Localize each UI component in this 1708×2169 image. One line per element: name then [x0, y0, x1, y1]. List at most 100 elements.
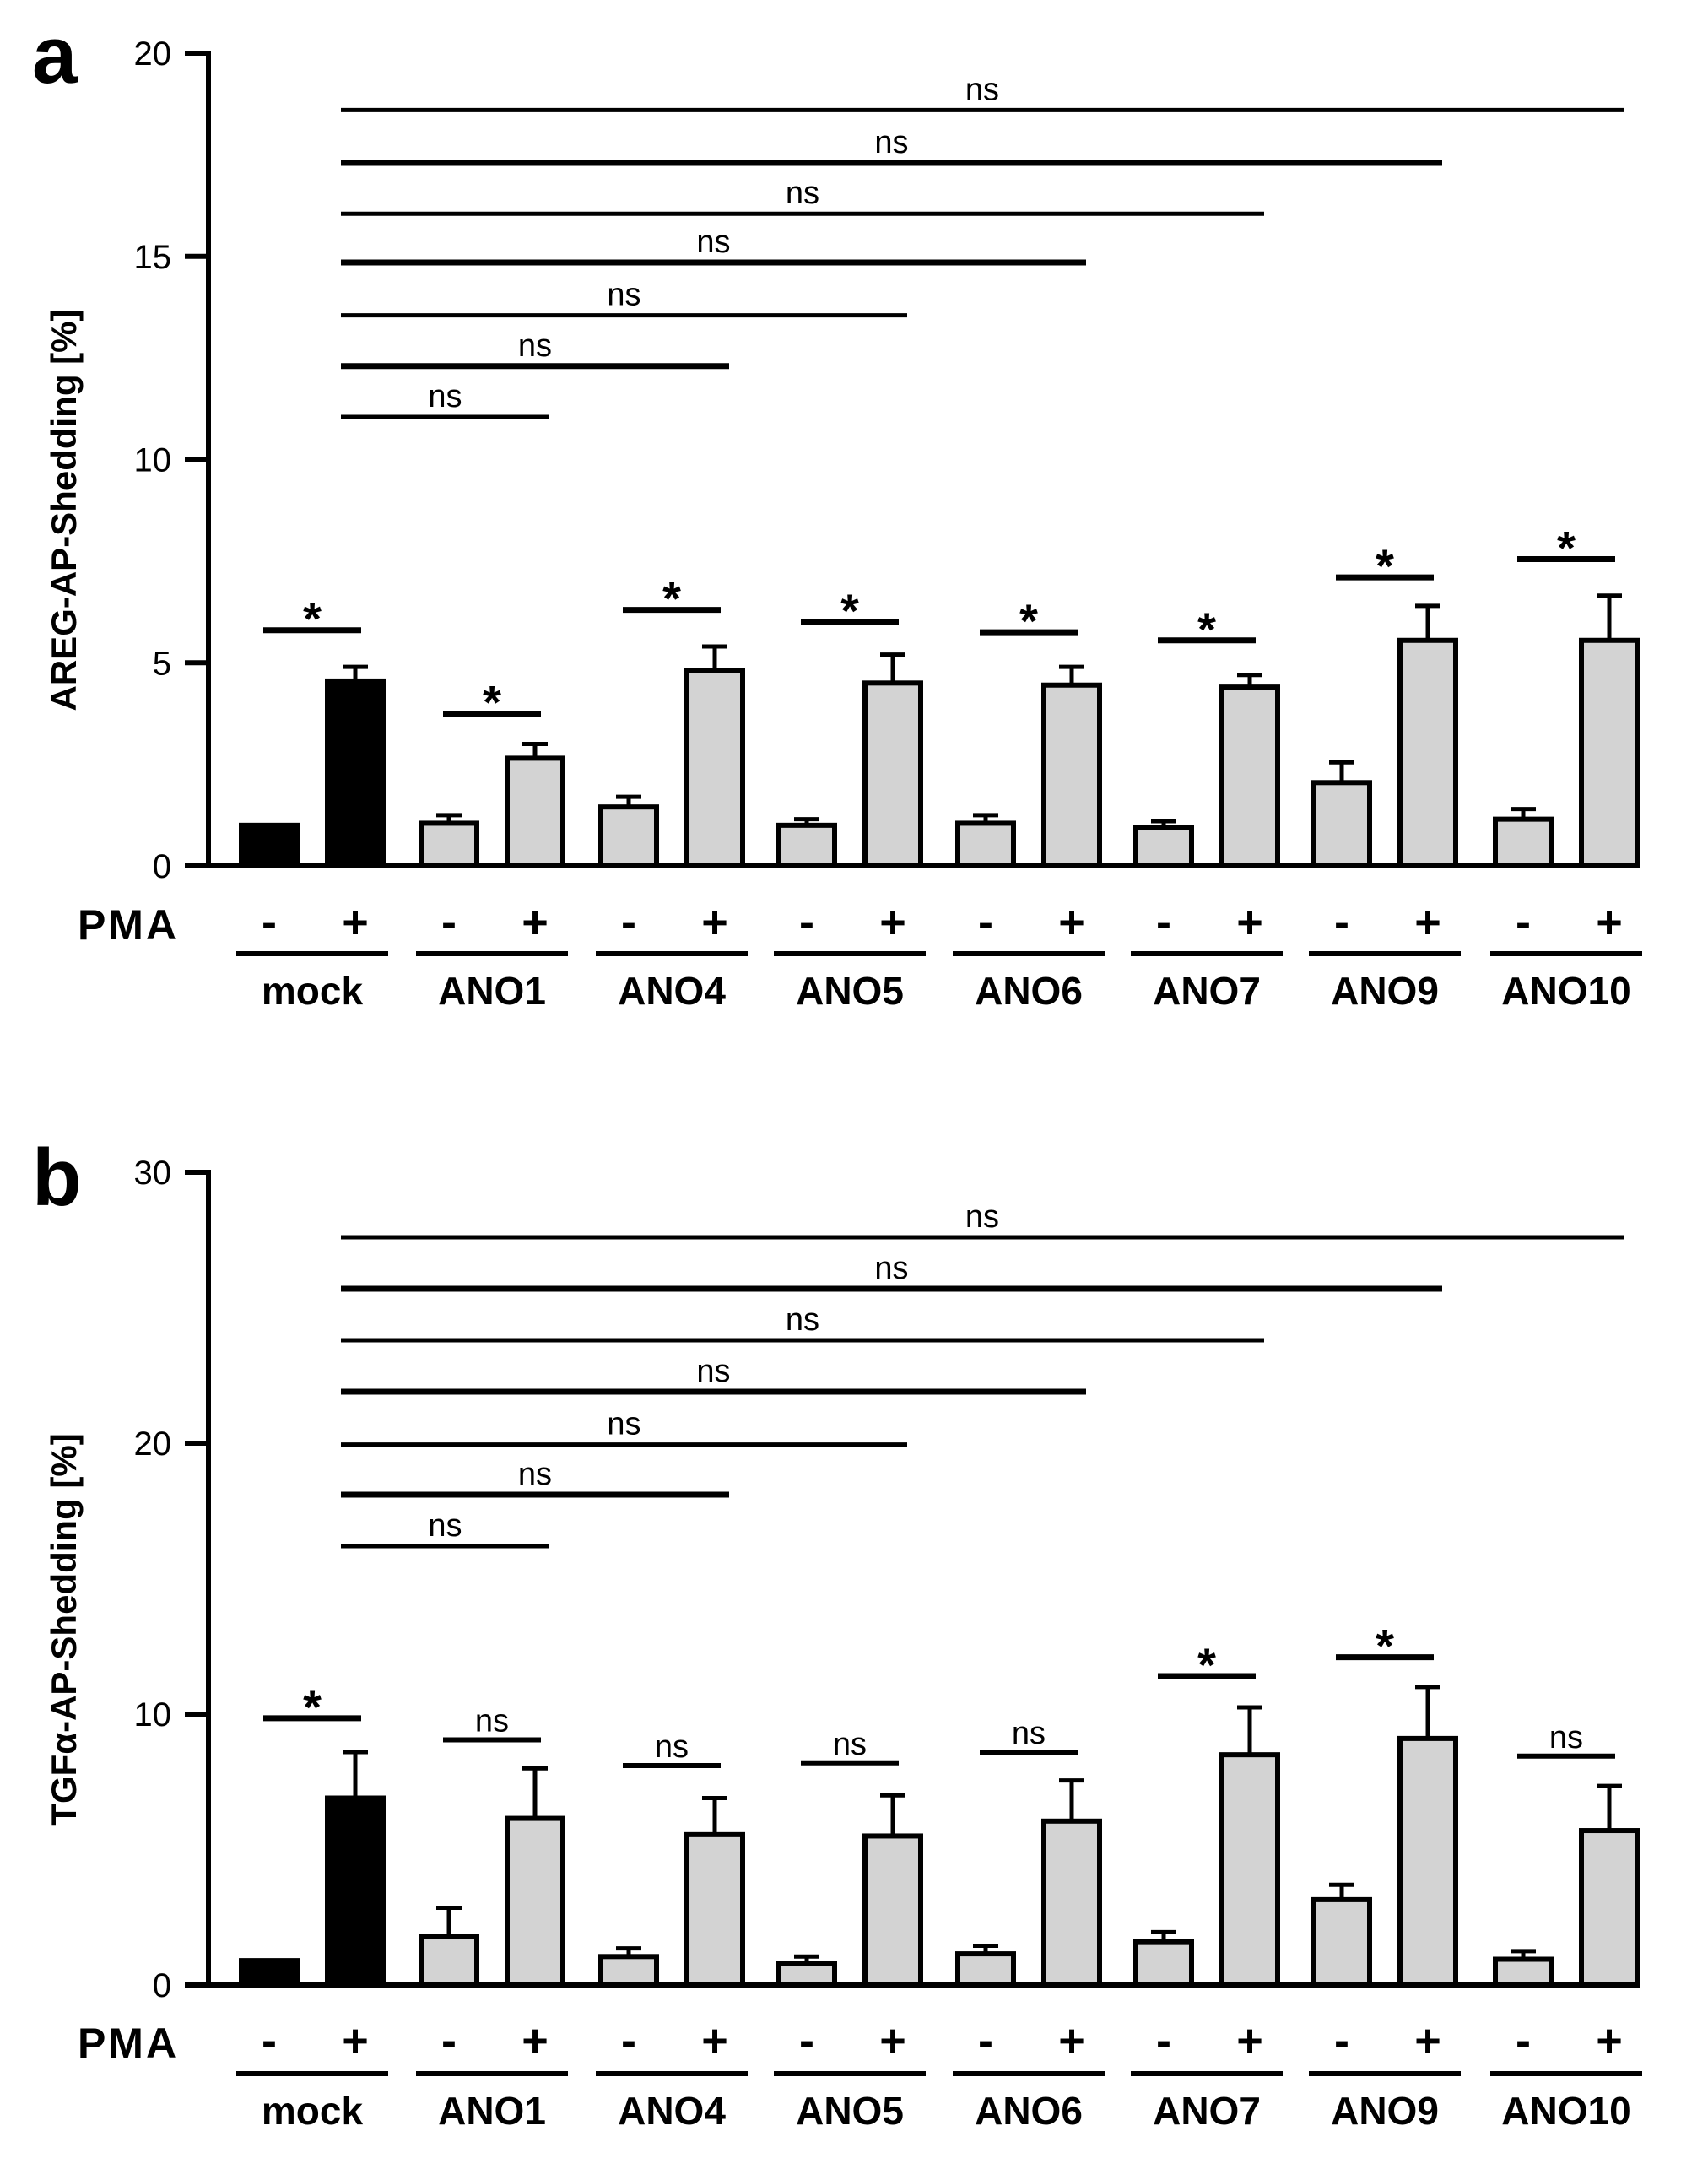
pma-sign: + [1236, 897, 1263, 948]
comparison-label: ns [518, 328, 552, 364]
treatment-label: PMA [78, 2020, 179, 2067]
comparison-label: ns [874, 1251, 908, 1286]
significance-star: * [1197, 1638, 1216, 1691]
bar-ano10-plus [1579, 1828, 1640, 1988]
pma-sign: - [978, 2015, 993, 2066]
pma-sign: + [522, 897, 549, 948]
pma-sign: - [621, 897, 636, 948]
comparison-label: ns [428, 379, 462, 414]
bar-ano7-minus [1133, 825, 1194, 869]
pma-sign: + [342, 2015, 369, 2066]
pma-sign: + [1414, 897, 1441, 948]
significance-ns: ns [1549, 1720, 1583, 1755]
group-label: ANO9 [1331, 969, 1439, 1013]
y-tick-label: 10 [134, 442, 172, 479]
comparison-label: ns [518, 1457, 552, 1492]
pma-sign: + [522, 2015, 549, 2066]
group-label: ANO5 [796, 2089, 904, 2133]
panel-letter: b [32, 1133, 82, 1223]
comparison-label: ns [965, 72, 999, 107]
comparison-label: ns [607, 278, 640, 313]
pma-sign: + [1058, 897, 1085, 948]
bar-ano7-plus [1219, 1752, 1280, 1988]
bar-ano9-minus [1311, 780, 1372, 868]
pma-sign: - [621, 2015, 636, 2066]
pma-sign: - [262, 2015, 277, 2066]
pma-sign: - [799, 897, 814, 948]
comparison-label: ns [786, 176, 819, 211]
group-label: ANO6 [975, 969, 1083, 1013]
panel-letter: a [32, 10, 78, 100]
pma-sign: - [1156, 897, 1171, 948]
group-label: ANO7 [1153, 2089, 1261, 2133]
bar-mock-plus [325, 1795, 386, 1988]
pma-sign: - [1334, 897, 1349, 948]
bar-ano1-plus [505, 1815, 565, 1988]
pma-sign: - [1516, 2015, 1531, 2066]
significance-star: * [1557, 521, 1576, 574]
pma-sign: - [1334, 2015, 1349, 2066]
pma-sign: + [1414, 2015, 1441, 2066]
comparison-label: ns [696, 1354, 730, 1389]
y-tick-label: 20 [134, 1425, 172, 1463]
bar-ano6-minus [955, 820, 1016, 869]
y-tick-label: 20 [134, 35, 172, 73]
comparison-label: ns [786, 1302, 819, 1338]
bar-mock-minus [239, 1958, 300, 1988]
bar-ano5-plus [862, 680, 923, 869]
bar-ano10-minus [1493, 1956, 1554, 1988]
pma-sign: - [441, 897, 457, 948]
y-tick-label: 0 [153, 1967, 171, 2004]
bar-ano7-plus [1219, 684, 1280, 869]
y-tick-label: 0 [153, 848, 171, 885]
bar-ano5-minus [776, 1961, 837, 1988]
pma-sign: + [1236, 2015, 1263, 2066]
pma-sign: + [1596, 897, 1623, 948]
pma-sign: + [342, 897, 369, 948]
group-label: ANO6 [975, 2089, 1083, 2133]
bar-ano1-minus [419, 820, 479, 869]
bar-mock-minus [239, 822, 300, 868]
pma-sign: + [879, 2015, 906, 2066]
treatment-label: PMA [78, 901, 179, 949]
bar-ano9-minus [1311, 1896, 1372, 1988]
bar-ano9-plus [1397, 1735, 1458, 1988]
group-label: ANO10 [1501, 2089, 1630, 2133]
significance-ns: ns [833, 1727, 867, 1762]
bar-ano10-plus [1579, 637, 1640, 869]
pma-sign: + [1058, 2015, 1085, 2066]
pma-sign: - [1156, 2015, 1171, 2066]
y-tick-label: 30 [134, 1155, 172, 1192]
group-label: ANO1 [438, 969, 546, 1013]
pma-sign: + [701, 897, 728, 948]
group-label: mock [262, 2089, 364, 2133]
y-axis-title: TGFα-AP-Shedding [%] [44, 1433, 84, 1825]
y-tick-label: 5 [153, 645, 171, 682]
bar-mock-plus [325, 678, 386, 868]
bar-ano9-plus [1397, 637, 1458, 869]
significance-star: * [662, 572, 681, 625]
bar-ano4-minus [598, 1954, 659, 1988]
significance-star: * [1197, 603, 1216, 656]
group-label: ANO4 [618, 969, 726, 1013]
pma-sign: - [1516, 897, 1531, 948]
significance-star: * [840, 584, 859, 637]
bar-ano4-plus [684, 1831, 745, 1988]
significance-ns: ns [655, 1729, 689, 1765]
pma-sign: - [441, 2015, 457, 2066]
pma-sign: - [978, 897, 993, 948]
significance-star: * [1376, 539, 1394, 592]
comparison-label: ns [696, 224, 730, 260]
significance-star: * [1376, 1620, 1394, 1673]
group-label: ANO4 [618, 2089, 726, 2133]
y-tick-label: 10 [134, 1696, 172, 1734]
significance-ns: ns [475, 1703, 509, 1739]
bar-ano5-plus [862, 1833, 923, 1988]
bar-ano6-minus [955, 1951, 1016, 1988]
bar-ano6-plus [1041, 1818, 1102, 1988]
pma-sign: + [1596, 2015, 1623, 2066]
y-axis-title: AREG-AP-Shedding [%] [44, 310, 84, 711]
group-label: mock [262, 969, 364, 1013]
group-label: ANO10 [1501, 969, 1630, 1013]
y-tick-label: 15 [134, 239, 172, 276]
